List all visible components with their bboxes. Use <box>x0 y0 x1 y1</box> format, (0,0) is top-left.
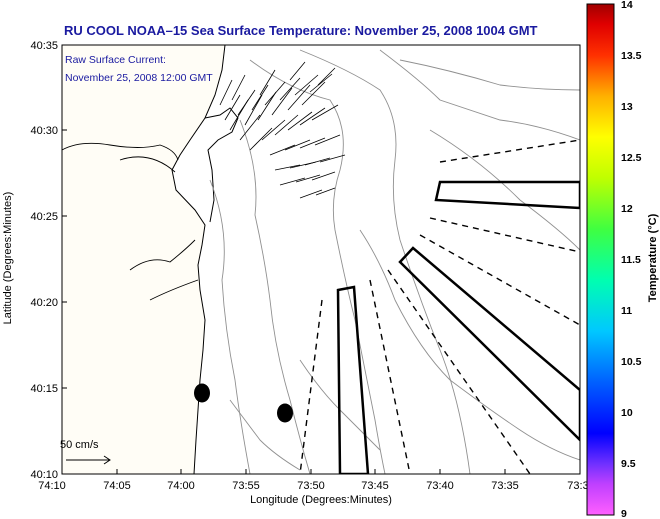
map-content <box>62 45 580 474</box>
y-tick-label: 40:35 <box>30 40 58 52</box>
y-tick-label: 40:30 <box>30 125 58 137</box>
current-legend-date: November 25, 2008 12:00 GMT <box>65 72 213 84</box>
y-axis: 40:35 40:30 40:25 40:20 40:15 40:10 <box>30 40 67 481</box>
x-tick-label: 73:45 <box>361 480 389 492</box>
x-tick-label: 73:40 <box>426 480 454 492</box>
river-3 <box>149 279 199 301</box>
map-frame <box>61 44 581 475</box>
colorbar-tick-label: 12.5 <box>621 152 642 164</box>
colorbar-tick-label: 12 <box>621 203 633 215</box>
colorbar-label: Temperature (°C) <box>647 213 659 302</box>
sector-boxes <box>336 180 580 474</box>
land-mass <box>62 45 226 474</box>
scale-label: 50 cm/s <box>60 439 99 451</box>
colorbar-tick-label: 10.5 <box>621 356 642 368</box>
y-tick-label: 40:20 <box>30 297 58 309</box>
radial-lines <box>299 139 580 474</box>
sandy-hook-spit <box>204 107 239 223</box>
y-tick-label: 40:10 <box>30 469 58 481</box>
x-tick-label: 73:50 <box>297 480 325 492</box>
colorbar <box>586 3 615 516</box>
x-tick-label: 74:05 <box>103 480 131 492</box>
colorbar-tick-label: 14 <box>621 0 633 11</box>
colorbar-tick-label: 11.5 <box>621 254 641 266</box>
bathymetry-contours <box>209 49 580 474</box>
y-tick-label: 40:25 <box>30 211 58 223</box>
colorbar-tick-label: 9.5 <box>621 458 636 470</box>
y-tick-label: 40:15 <box>30 383 58 395</box>
x-tick-label: 74:10 <box>38 480 66 492</box>
colorbar-tick-label: 9 <box>621 508 627 519</box>
x-tick-label: 73:35 <box>491 480 519 492</box>
y-axis-label: Latitude (Degrees:Minutes) <box>2 192 14 325</box>
current-vectors <box>219 61 346 199</box>
x-tick-label: 73:55 <box>232 480 260 492</box>
colorbar-tick-label: 13 <box>621 101 633 113</box>
river-2 <box>129 239 196 271</box>
x-axis: 74:10 74:05 74:00 73:55 73:50 73:45 73:4… <box>38 469 589 492</box>
bay-shore <box>62 142 179 161</box>
station-marker <box>194 383 210 403</box>
colorbar-tick-label: 13.5 <box>621 50 642 62</box>
current-legend-label: Raw Surface Current: <box>65 54 166 66</box>
colorbar-tick-label: 10 <box>621 407 633 419</box>
river-1 <box>119 156 176 173</box>
x-tick-label: 73:3 <box>567 480 588 492</box>
scale-arrow-head <box>103 455 111 465</box>
colorbar-tick-label: 11 <box>621 305 632 317</box>
station-marker <box>277 403 293 423</box>
colorbar-ticks: 14 13.5 13 12.5 12 11.5 11 10.5 10 9.5 9 <box>621 0 642 519</box>
x-tick-label: 74:00 <box>167 480 195 492</box>
map-title: RU COOL NOAA–15 Sea Surface Temperature:… <box>64 23 538 38</box>
x-axis-label: Longitude (Degrees:Minutes) <box>250 494 392 506</box>
